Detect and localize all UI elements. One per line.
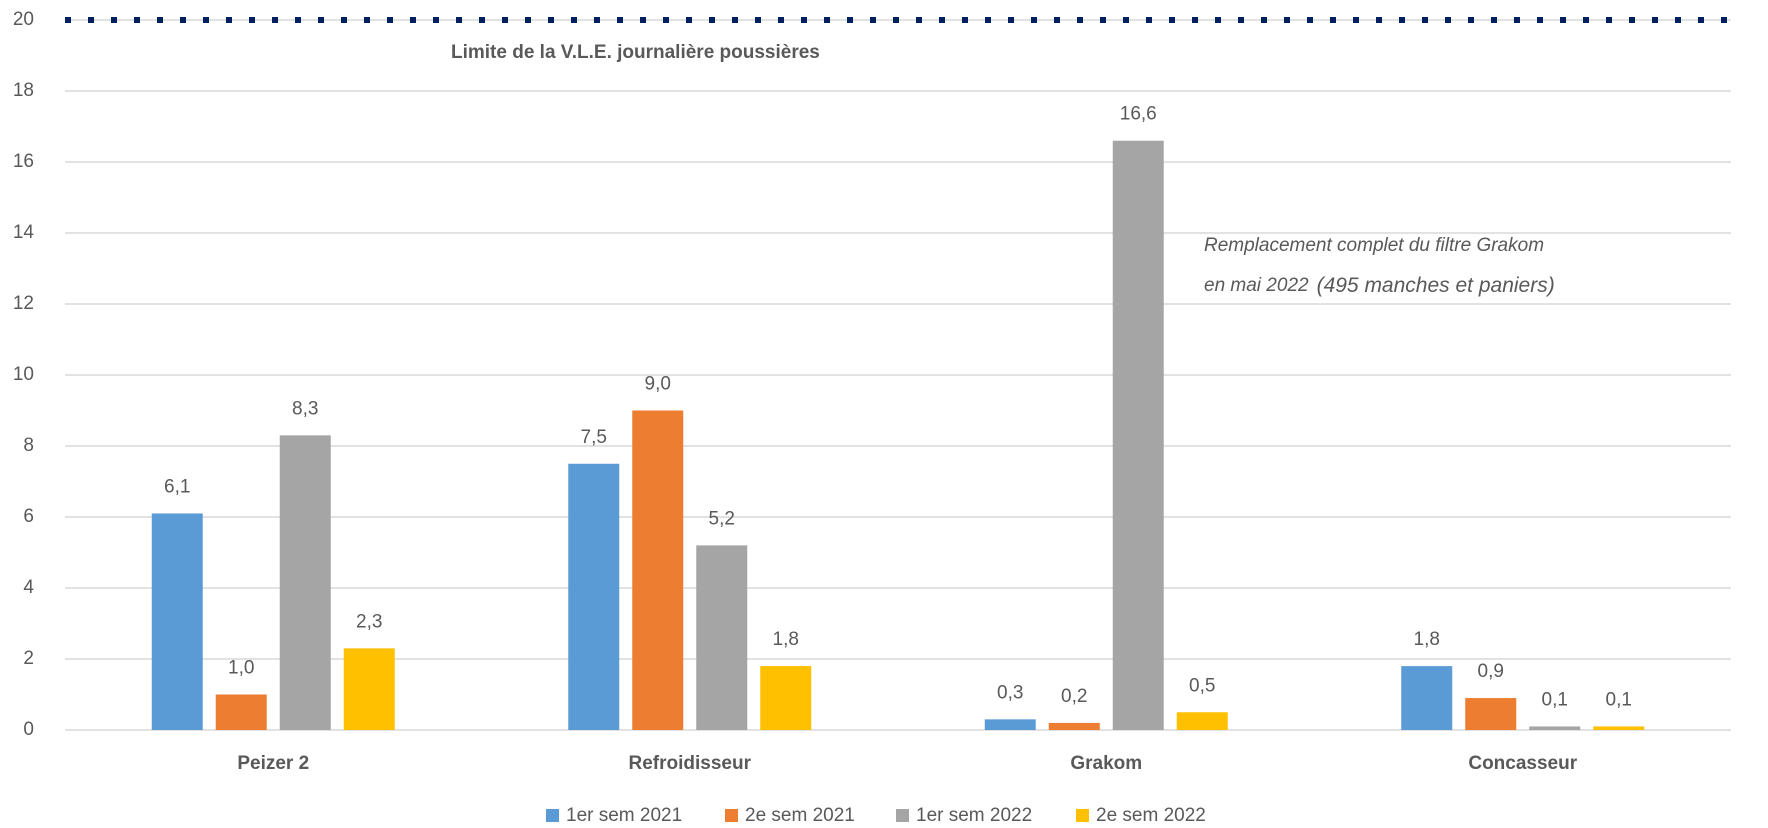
legend-swatch bbox=[1076, 809, 1089, 822]
annotation: Remplacement complet du filtre Grakom bbox=[1204, 235, 1544, 256]
data-label: 0,2 bbox=[1061, 686, 1087, 707]
bar bbox=[568, 463, 620, 730]
bar bbox=[984, 719, 1036, 730]
data-label: 0,9 bbox=[1478, 661, 1504, 682]
bar bbox=[1112, 140, 1164, 730]
data-label: 9,0 bbox=[645, 374, 671, 395]
data-label: 0,1 bbox=[1606, 689, 1632, 710]
bar bbox=[1048, 722, 1100, 730]
data-label: 2,3 bbox=[356, 611, 382, 632]
bar bbox=[1401, 666, 1453, 730]
annotation: en mai 2022 (495 manches et paniers) bbox=[1204, 274, 1555, 297]
bar bbox=[1529, 726, 1581, 730]
y-tick-label: 20 bbox=[13, 9, 34, 30]
data-label: 6,1 bbox=[164, 476, 190, 497]
legend-swatch bbox=[896, 809, 909, 822]
data-label: 5,2 bbox=[709, 508, 735, 529]
bar bbox=[343, 648, 395, 730]
x-tick-label: Peizer 2 bbox=[237, 753, 309, 774]
bar bbox=[632, 410, 684, 730]
legend-label: 2e sem 2022 bbox=[1096, 805, 1206, 826]
bar bbox=[760, 666, 812, 730]
annotation-part: (495 manches et paniers) bbox=[1317, 274, 1555, 297]
reference-label: Limite de la V.L.E. journalière poussièr… bbox=[451, 42, 820, 63]
legend-label: 1er sem 2022 bbox=[916, 805, 1032, 826]
legend-swatch bbox=[546, 809, 559, 822]
data-label: 0,3 bbox=[997, 682, 1023, 703]
data-label: 8,3 bbox=[292, 398, 318, 419]
x-tick-label: Refroidisseur bbox=[629, 753, 752, 774]
y-tick-label: 16 bbox=[13, 151, 34, 172]
bar bbox=[1176, 712, 1228, 730]
bar bbox=[1465, 698, 1517, 730]
bar bbox=[151, 513, 203, 730]
bar bbox=[215, 694, 267, 730]
y-tick-label: 4 bbox=[23, 577, 34, 598]
data-label: 0,5 bbox=[1189, 675, 1215, 696]
data-label: 0,1 bbox=[1542, 689, 1568, 710]
data-label: 16,6 bbox=[1120, 104, 1157, 125]
y-tick-label: 14 bbox=[13, 222, 35, 243]
x-tick-label: Concasseur bbox=[1468, 753, 1577, 774]
y-tick-label: 8 bbox=[23, 435, 34, 456]
y-tick-label: 0 bbox=[23, 719, 34, 740]
annotation-part: en mai 2022 bbox=[1204, 275, 1309, 296]
y-tick-label: 18 bbox=[13, 80, 34, 101]
legend-label: 1er sem 2021 bbox=[566, 805, 682, 826]
y-tick-label: 6 bbox=[23, 506, 34, 527]
x-tick-label: Grakom bbox=[1070, 753, 1142, 774]
data-label: 1,8 bbox=[773, 629, 799, 650]
legend-label: 2e sem 2021 bbox=[745, 805, 855, 826]
data-label: 1,8 bbox=[1414, 629, 1440, 650]
data-label: 1,0 bbox=[228, 658, 254, 679]
data-label: 7,5 bbox=[581, 427, 607, 448]
bar bbox=[1593, 726, 1645, 730]
y-tick-label: 12 bbox=[13, 293, 34, 314]
bar bbox=[696, 545, 748, 730]
y-tick-label: 2 bbox=[23, 648, 34, 669]
bar bbox=[279, 435, 331, 730]
legend-swatch bbox=[725, 809, 738, 822]
y-tick-label: 10 bbox=[13, 364, 34, 385]
